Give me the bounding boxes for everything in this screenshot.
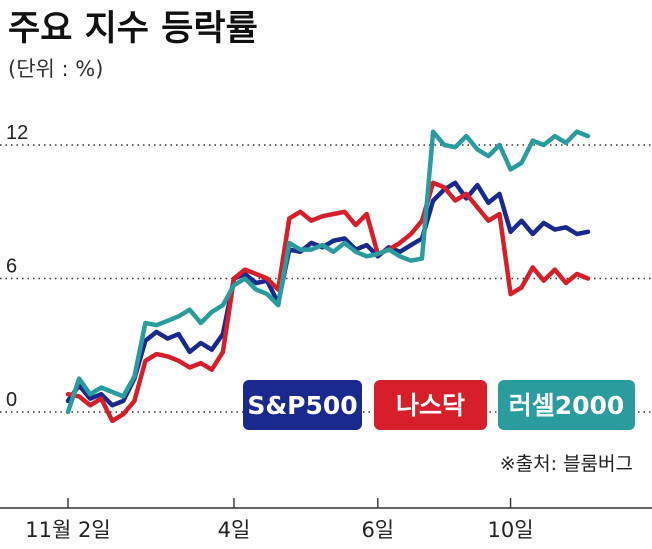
legend-swatch (374, 380, 487, 430)
legend-item-1: 나스닥 (374, 380, 487, 430)
x-tick-label: 4일 (218, 518, 251, 542)
series-line-1 (65, 180, 591, 424)
legend-label: 나스닥 (396, 391, 465, 420)
x-tick-label: 6일 (361, 518, 394, 542)
y-tick-label-12: 12 (6, 122, 28, 144)
series-lines (65, 129, 591, 424)
x-tick-label: 11월 2일 (25, 518, 110, 542)
y-tick-label-0: 0 (6, 389, 17, 411)
legend-label: 러셀2000 (509, 391, 625, 420)
legend-swatch (498, 380, 635, 430)
source-note: ※출처: 블룸버그 (500, 453, 633, 475)
legend-label: S&P500 (247, 391, 357, 420)
y-tick-label-6: 6 (6, 256, 17, 278)
legend-item-0: S&P500 (243, 380, 362, 430)
legend-swatch (243, 380, 362, 430)
chart-title: 주요 지수 등락률 (8, 9, 258, 49)
x-tick-label: 10일 (488, 518, 534, 542)
unit-label: (단위 : %) (8, 57, 103, 81)
series-line-2 (65, 129, 591, 415)
legend-item-2: 러셀2000 (498, 380, 635, 430)
y-axis-ticks: 0 6 12 (6, 122, 28, 411)
x-axis: 11월 2일 4일 6일 10일 (0, 498, 652, 542)
gridlines (0, 144, 652, 413)
legend: S&P500 나스닥 러셀2000 (243, 380, 635, 430)
series-line-0 (65, 180, 591, 408)
